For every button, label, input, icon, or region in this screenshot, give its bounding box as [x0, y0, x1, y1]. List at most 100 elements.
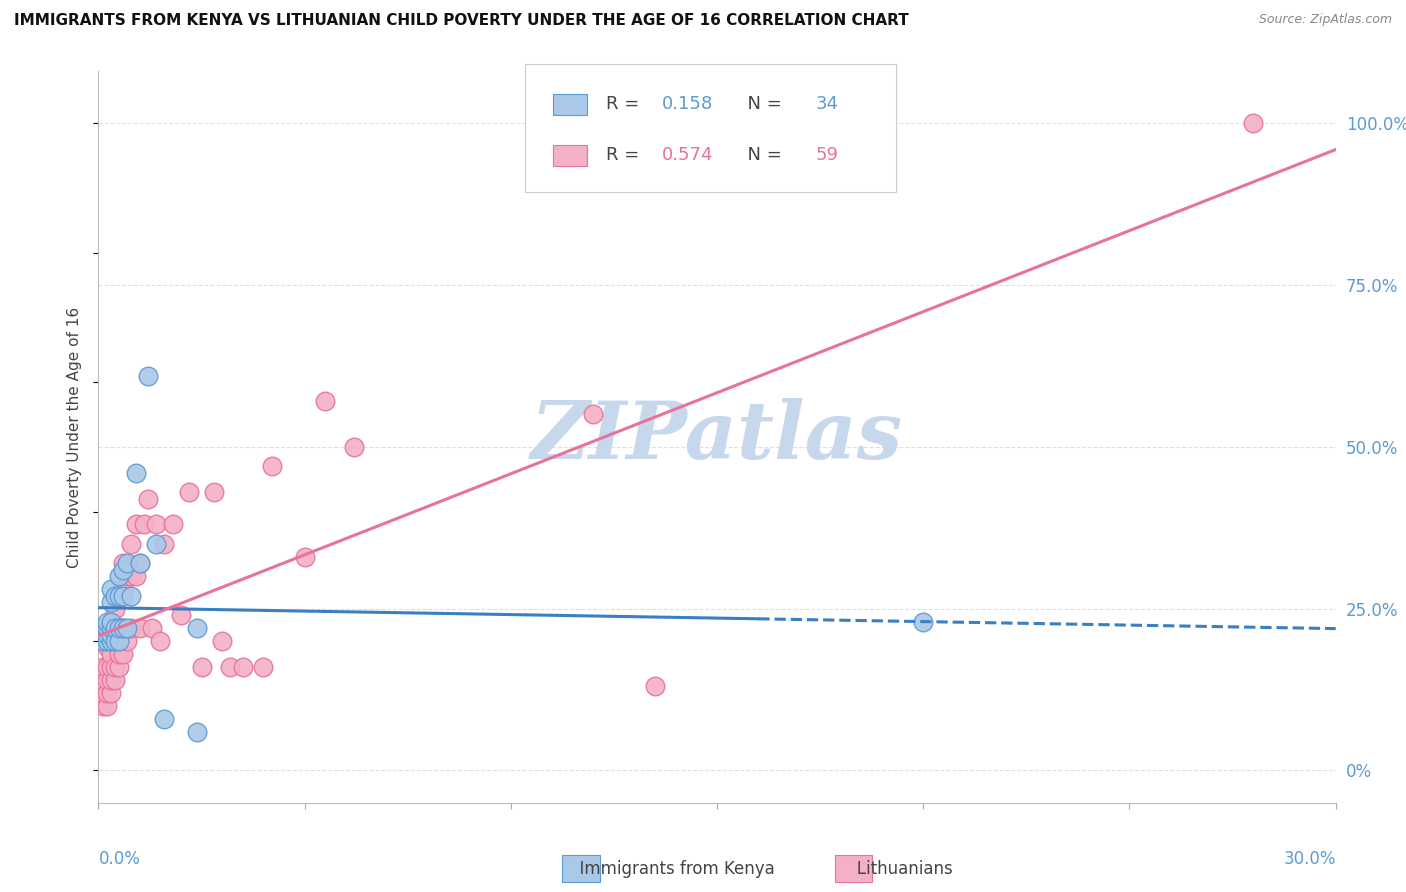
- Point: [117, 621, 139, 635]
- Point: [136, 368, 159, 383]
- Point: [141, 621, 163, 635]
- Point: [100, 634, 122, 648]
- Point: [120, 537, 142, 551]
- Point: [108, 569, 131, 583]
- Text: 34: 34: [815, 95, 839, 113]
- Point: [100, 595, 122, 609]
- Point: [170, 608, 193, 623]
- Point: [117, 569, 139, 583]
- Point: [117, 634, 139, 648]
- Point: [112, 589, 135, 603]
- Point: [112, 557, 135, 571]
- Point: [96, 660, 118, 674]
- Text: 30.0%: 30.0%: [1284, 850, 1336, 868]
- Point: [128, 557, 150, 571]
- Point: [202, 485, 225, 500]
- Point: [96, 686, 118, 700]
- Point: [136, 491, 159, 506]
- Point: [120, 589, 142, 603]
- Point: [108, 660, 131, 674]
- Text: 0.158: 0.158: [661, 95, 713, 113]
- Point: [186, 724, 208, 739]
- Point: [112, 582, 135, 597]
- Text: Lithuanians: Lithuanians: [841, 860, 952, 878]
- Point: [96, 698, 118, 713]
- Text: IMMIGRANTS FROM KENYA VS LITHUANIAN CHILD POVERTY UNDER THE AGE OF 16 CORRELATIO: IMMIGRANTS FROM KENYA VS LITHUANIAN CHIL…: [14, 13, 908, 29]
- Point: [108, 634, 131, 648]
- Point: [96, 634, 118, 648]
- Point: [260, 459, 283, 474]
- Point: [219, 660, 242, 674]
- Point: [100, 621, 122, 635]
- Point: [108, 647, 131, 661]
- Point: [112, 621, 135, 635]
- Point: [108, 621, 131, 635]
- FancyBboxPatch shape: [553, 94, 588, 114]
- Point: [162, 517, 184, 532]
- Point: [100, 673, 122, 687]
- Point: [124, 569, 146, 583]
- Point: [91, 660, 114, 674]
- Text: N =: N =: [735, 95, 787, 113]
- Point: [179, 485, 201, 500]
- Point: [112, 621, 135, 635]
- Point: [314, 394, 336, 409]
- Point: [100, 621, 122, 635]
- Point: [343, 440, 366, 454]
- Text: 59: 59: [815, 146, 839, 164]
- Y-axis label: Child Poverty Under the Age of 16: Child Poverty Under the Age of 16: [67, 307, 83, 567]
- Point: [153, 537, 176, 551]
- Point: [232, 660, 254, 674]
- FancyBboxPatch shape: [553, 145, 588, 166]
- Point: [190, 660, 212, 674]
- Point: [582, 408, 605, 422]
- Point: [145, 517, 167, 532]
- FancyBboxPatch shape: [835, 855, 872, 882]
- Point: [186, 621, 208, 635]
- Point: [100, 660, 122, 674]
- Point: [91, 698, 114, 713]
- Point: [91, 621, 114, 635]
- Point: [644, 679, 666, 693]
- Point: [120, 569, 142, 583]
- FancyBboxPatch shape: [526, 64, 897, 192]
- Text: R =: R =: [606, 95, 645, 113]
- Point: [211, 634, 233, 648]
- Point: [132, 517, 155, 532]
- Point: [100, 647, 122, 661]
- FancyBboxPatch shape: [562, 855, 599, 882]
- Point: [108, 621, 131, 635]
- Point: [96, 621, 118, 635]
- Point: [96, 627, 118, 641]
- Text: Source: ZipAtlas.com: Source: ZipAtlas.com: [1258, 13, 1392, 27]
- Point: [912, 615, 935, 629]
- Point: [104, 634, 127, 648]
- Point: [117, 557, 139, 571]
- Point: [149, 634, 172, 648]
- Point: [104, 634, 127, 648]
- Text: 0.574: 0.574: [661, 146, 713, 164]
- Text: R =: R =: [606, 146, 645, 164]
- Point: [91, 627, 114, 641]
- Point: [1241, 116, 1264, 130]
- Point: [108, 589, 131, 603]
- Point: [104, 589, 127, 603]
- Point: [153, 712, 176, 726]
- Text: N =: N =: [735, 146, 787, 164]
- Point: [91, 634, 114, 648]
- Point: [124, 466, 146, 480]
- Point: [104, 601, 127, 615]
- Point: [252, 660, 274, 674]
- Point: [96, 615, 118, 629]
- Point: [104, 660, 127, 674]
- Point: [91, 673, 114, 687]
- Text: Immigrants from Kenya: Immigrants from Kenya: [568, 860, 775, 878]
- Text: 0.0%: 0.0%: [98, 850, 141, 868]
- Point: [112, 647, 135, 661]
- Point: [128, 557, 150, 571]
- Point: [120, 621, 142, 635]
- Point: [96, 640, 118, 655]
- Point: [112, 563, 135, 577]
- Text: ZIPatlas: ZIPatlas: [531, 399, 903, 475]
- Point: [145, 537, 167, 551]
